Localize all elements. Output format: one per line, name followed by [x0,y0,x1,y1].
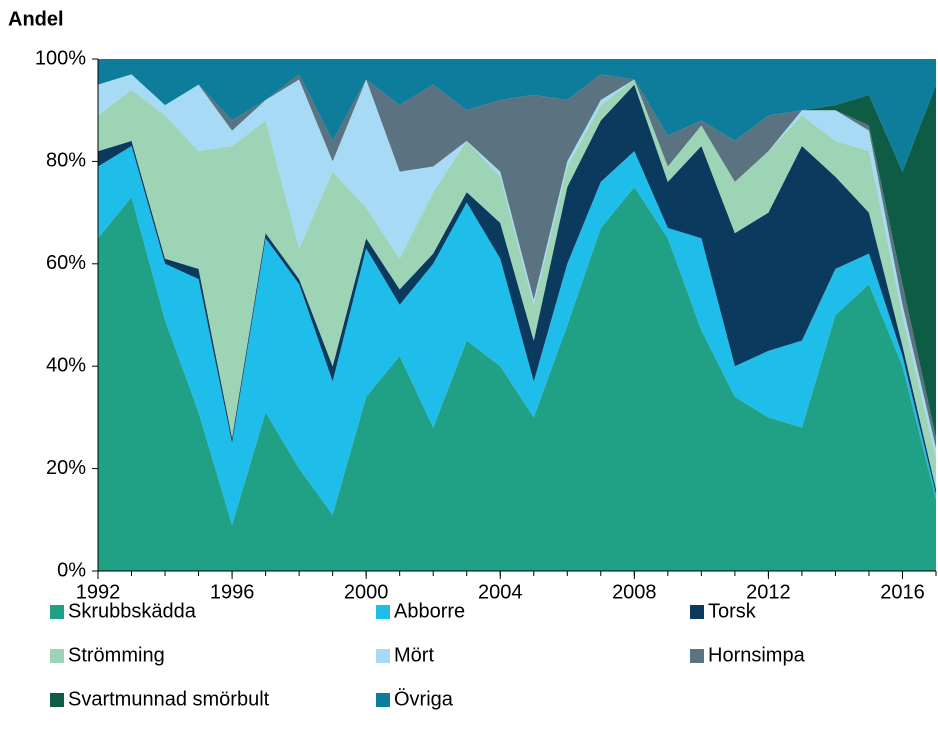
y-tick-label: 100% [35,47,86,69]
area [98,59,936,172]
area [98,79,936,490]
legend-label: Svartmunnad smörbult [68,688,270,710]
legend-label: Strömming [68,644,165,666]
y-tick-label: 40% [46,354,86,376]
x-tick-label: 2008 [612,581,657,603]
area [98,146,936,525]
x-tick-label: 2016 [880,581,925,603]
legend-swatch [376,649,390,663]
legend-label: Abborre [394,600,465,622]
legend-swatch [50,693,64,707]
legend-swatch [690,649,704,663]
area [98,84,936,495]
x-tick-label: 1996 [210,581,255,603]
legend-swatch [50,605,64,619]
x-tick-label: 2000 [344,581,389,603]
legend-label: Övriga [394,688,454,710]
area [98,74,936,438]
legend-label: Mört [394,644,434,666]
area [98,74,936,449]
legend-swatch [50,649,64,663]
y-tick-label: 20% [46,457,86,479]
area [98,187,936,571]
legend-label: Skrubbskädda [68,600,197,622]
legend-label: Torsk [708,600,757,622]
area [98,74,936,459]
legend-swatch [376,605,390,619]
x-tick-label: 1992 [76,581,121,603]
y-tick-label: 80% [46,150,86,172]
x-tick-label: 2004 [478,581,523,603]
legend-swatch [376,693,390,707]
legend-swatch [690,605,704,619]
y-tick-label: 0% [57,559,86,581]
x-tick-label: 2012 [746,581,791,603]
y-axis-label: Andel [8,8,64,30]
legend-label: Hornsimpa [708,644,806,666]
y-tick-label: 60% [46,252,86,274]
